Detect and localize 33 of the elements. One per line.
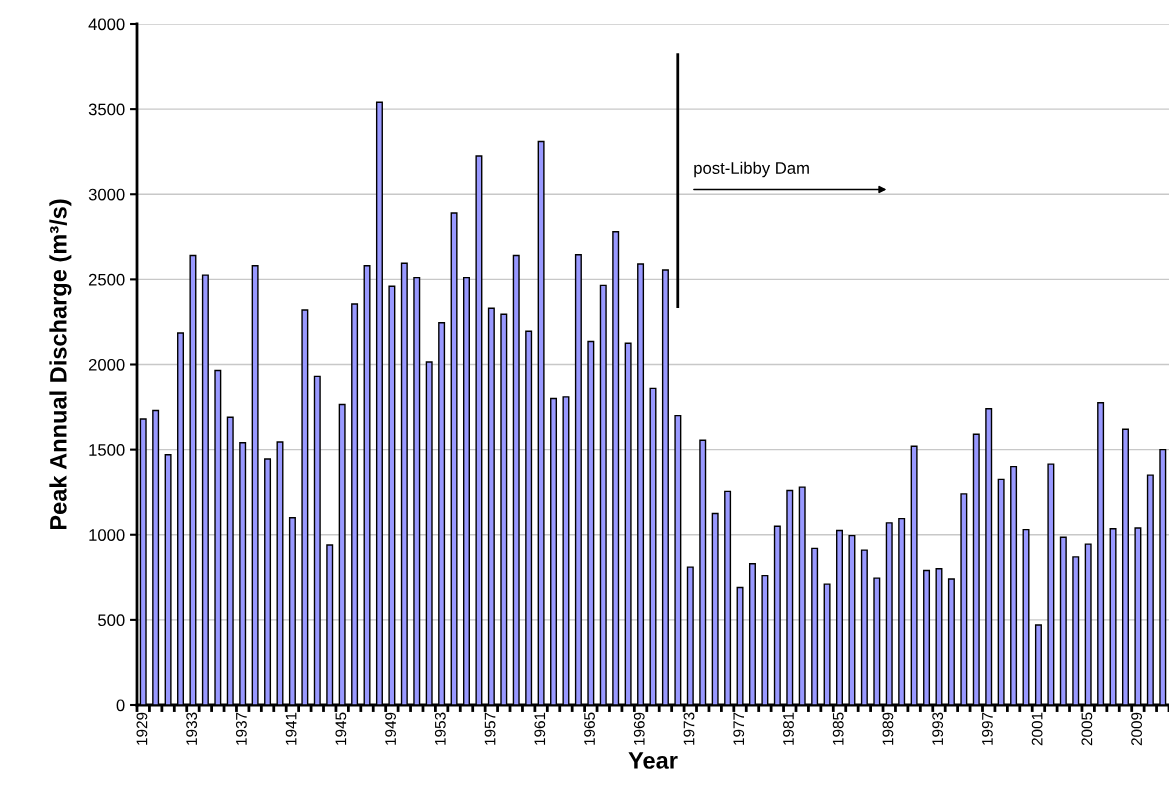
x-tick-label: 1981 — [783, 712, 794, 745]
y-tick-label: 2000 — [88, 358, 125, 371]
y-tick-label: 1000 — [89, 529, 125, 541]
y-tick-label: 4000 — [88, 18, 125, 31]
x-tick-label: 1985 — [832, 712, 844, 745]
x-tick-label: 1929 — [136, 712, 148, 745]
y-axis-title: Peak Annual Discharge (m³/s) — [49, 199, 72, 530]
x-axis-title: Year — [628, 752, 678, 769]
x-tick-label: 1973 — [683, 712, 695, 745]
x-tick-label: 1937 — [235, 712, 247, 745]
x-tick-label: 1961 — [534, 712, 546, 745]
y-tick-label: 2500 — [88, 273, 125, 286]
x-tick-label: 1957 — [484, 712, 496, 745]
y-tick-label: 500 — [98, 614, 125, 627]
x-tick-label: 1977 — [733, 712, 745, 745]
x-tick-label: 2001 — [1031, 712, 1043, 746]
x-tick-label: 2009 — [1131, 712, 1143, 746]
y-tick-label: 3000 — [88, 188, 125, 201]
annotation: post-Libby Dam — [694, 161, 809, 178]
y-tick-label: 1500 — [89, 444, 125, 456]
x-tick-label: 1989 — [882, 712, 894, 745]
x-tick-label: 1945 — [335, 712, 347, 745]
x-tick-label: 1965 — [584, 712, 595, 745]
y-tick-label: 0 — [116, 699, 125, 712]
x-tick-label: 1953 — [434, 712, 446, 745]
x-tick-label: 1933 — [186, 712, 198, 745]
x-tick-label: 1993 — [932, 712, 944, 745]
x-tick-label: 1941 — [285, 712, 297, 745]
x-tick-label: 1997 — [981, 712, 993, 745]
y-tick-label: 3500 — [88, 103, 125, 116]
x-tick-label: 1949 — [385, 712, 396, 745]
x-tick-label: 2005 — [1081, 712, 1093, 746]
x-tick-label: 1969 — [633, 712, 645, 745]
